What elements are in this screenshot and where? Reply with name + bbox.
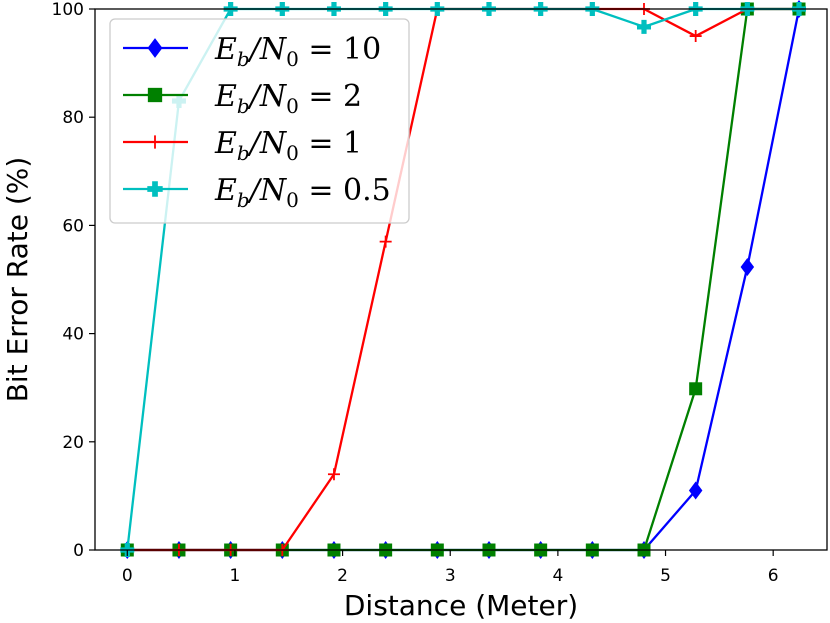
- legend-label-part: b: [237, 47, 250, 71]
- legend-label-part: 0: [286, 188, 299, 212]
- legend-label-part: = 10: [299, 32, 381, 67]
- legend-item: Eb/N0 = 0.5: [123, 173, 391, 212]
- y-tick-label: 40: [62, 325, 84, 345]
- data-point: [740, 258, 755, 277]
- x-tick-label: 5: [660, 566, 671, 586]
- legend-label-part: b: [237, 141, 250, 165]
- data-point: [689, 382, 703, 396]
- x-tick-label: 1: [230, 566, 241, 586]
- legend-marker: [148, 135, 162, 149]
- x-axis-label: Distance (Meter): [344, 589, 578, 622]
- legend-marker: [147, 181, 163, 197]
- x-tick-label: 2: [337, 566, 348, 586]
- legend-label-part: E: [214, 173, 237, 208]
- data-point: [688, 481, 703, 500]
- x-tick-label: 4: [552, 566, 563, 586]
- legend-label-part: E: [214, 32, 237, 67]
- legend-label-part: E: [214, 79, 237, 114]
- legend-box: [109, 18, 410, 224]
- legend-label-part: = 2: [299, 79, 362, 114]
- legend-item: Eb/N0 = 2: [123, 79, 362, 118]
- legend-label-part: b: [237, 94, 250, 118]
- legend-marker: [147, 38, 163, 58]
- y-tick-label: 80: [62, 108, 84, 128]
- legend-label-part: /N: [247, 79, 288, 114]
- legend-label-part: /N: [247, 32, 288, 67]
- legend-label-part: 0: [286, 47, 299, 71]
- y-tick-label: 20: [62, 433, 84, 453]
- data-point: [689, 30, 702, 43]
- y-tick-label: 0: [73, 541, 84, 561]
- legend-label: Eb/N0 = 1: [214, 126, 362, 165]
- y-axis-label: Bit Error Rate (%): [1, 157, 34, 403]
- x-tick-label: 3: [445, 566, 456, 586]
- legend-label-part: b: [237, 188, 250, 212]
- legend-item: Eb/N0 = 1: [123, 126, 362, 165]
- legend-label-part: E: [214, 126, 237, 161]
- legend-label-part: 0: [286, 141, 299, 165]
- legend-label: Eb/N0 = 2: [214, 79, 362, 118]
- legend-label-part: = 1: [299, 126, 362, 161]
- y-tick-label: 100: [52, 0, 84, 20]
- legend-label-part: /N: [247, 173, 288, 208]
- data-point: [327, 468, 340, 481]
- y-tick-label: 60: [62, 216, 84, 236]
- x-tick-label: 6: [768, 566, 779, 586]
- legend-label: Eb/N0 = 0.5: [214, 173, 391, 212]
- legend-label-part: 0: [286, 94, 299, 118]
- legend-label-part: /N: [247, 126, 288, 161]
- data-point: [379, 235, 392, 248]
- data-point: [637, 19, 651, 34]
- plot-frame: [94, 8, 828, 551]
- legend-label-part: = 0.5: [299, 173, 391, 208]
- legend-item: Eb/N0 = 10: [123, 32, 381, 71]
- legend-label: Eb/N0 = 10: [214, 32, 381, 71]
- legend-marker: [147, 87, 163, 103]
- x-tick-label: 0: [122, 566, 133, 586]
